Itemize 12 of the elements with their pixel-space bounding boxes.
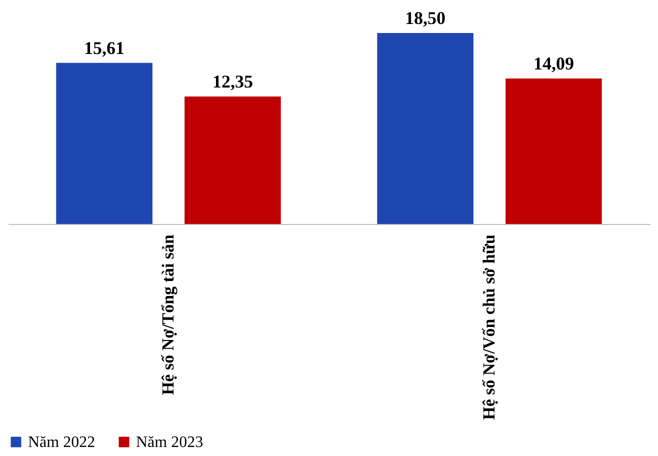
bar: [56, 62, 152, 224]
bar: [377, 33, 474, 224]
data-label: 15,61: [84, 38, 125, 58]
data-label: 14,09: [533, 54, 574, 74]
bar: [506, 78, 602, 224]
data-label: 18,50: [405, 8, 446, 28]
x-tick-label: Hệ số Nợ/Vốn chủ sở hữu: [480, 234, 498, 420]
x-tick-label: Hệ số Nợ/Tổng tài sản: [158, 234, 178, 396]
legend-label: Năm 2023: [136, 434, 204, 451]
data-label: 12,35: [212, 71, 253, 92]
legend-label: Năm 2022: [28, 434, 96, 451]
bar: [184, 96, 281, 224]
